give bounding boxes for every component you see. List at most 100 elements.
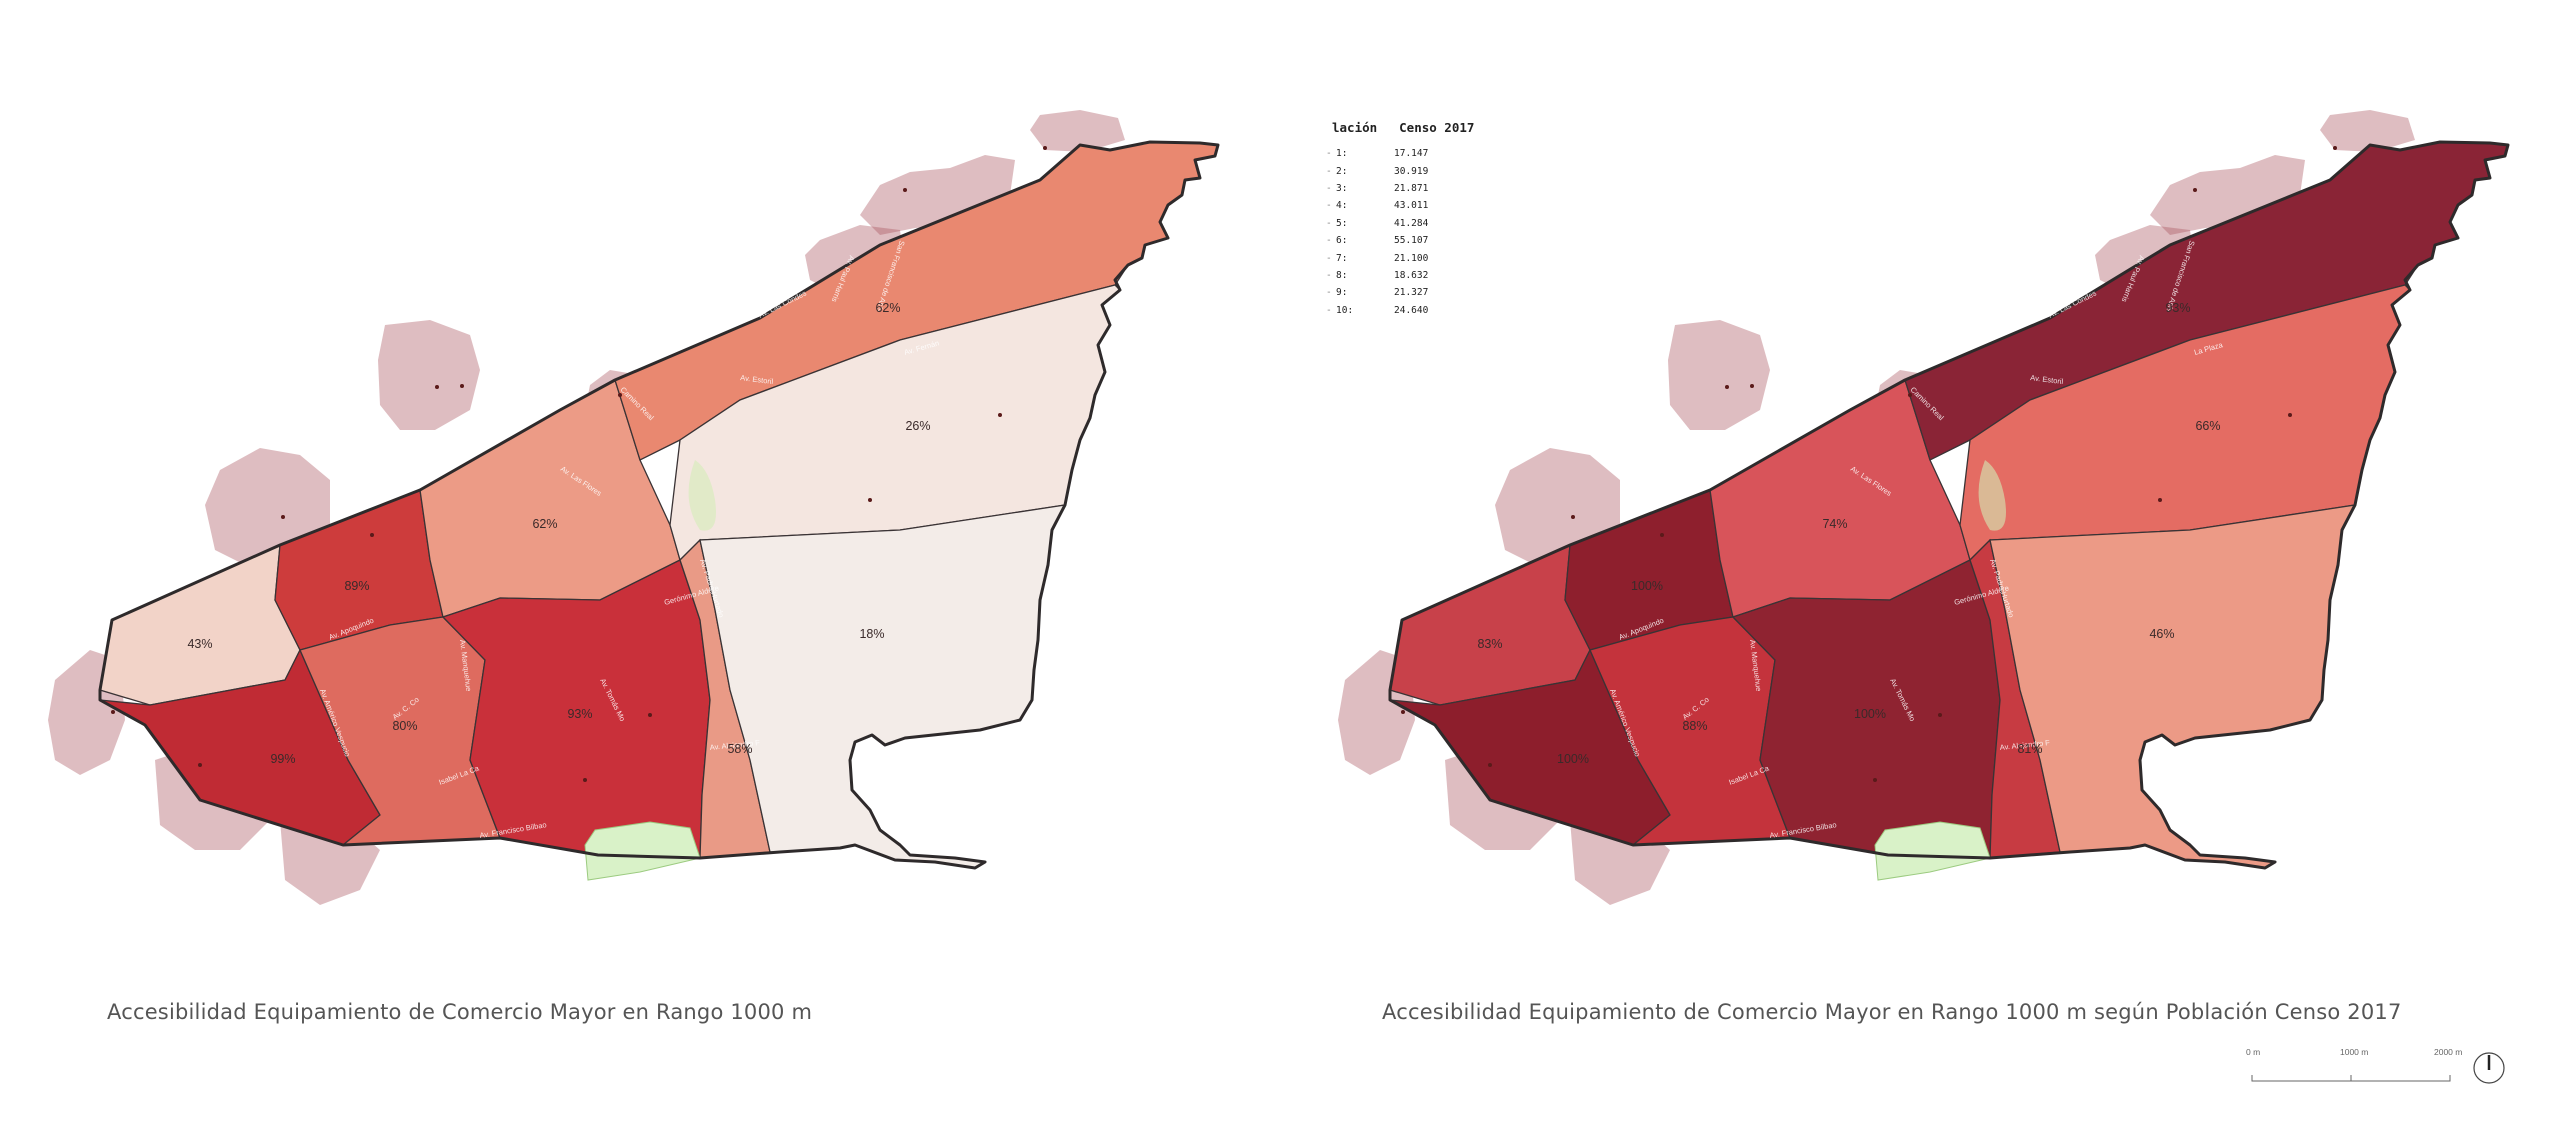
right-map-caption: Accesibilidad Equipamiento de Comercio M… — [1382, 1000, 2402, 1024]
legend-row: -7: 21.100 — [1326, 249, 1474, 266]
legend-row: -10: 24.640 — [1326, 302, 1474, 319]
legend-header-left: lación — [1332, 120, 1378, 135]
street-label: Av. Vitacura — [1759, 416, 1800, 432]
facility-point — [1043, 146, 1047, 150]
facility-point — [1873, 778, 1877, 782]
legend-row-label: 8: — [1336, 269, 1348, 281]
facility-points — [111, 146, 1047, 782]
facility-point — [2158, 498, 2162, 502]
scale-bar: 0 m 1000 m 2000 m — [2232, 1047, 2462, 1087]
legend-row-value: 43.011 — [1394, 200, 1429, 212]
legend-row: -6: 55.107 — [1326, 232, 1474, 249]
facility-point — [1908, 393, 1912, 397]
legend-row-value: 21.100 — [1394, 252, 1429, 264]
legend-row-value: 18.632 — [1394, 269, 1429, 281]
facility-point — [281, 515, 285, 519]
legend-rows: -1: 17.147-2: 30.919-3: 21.871-4: 43.011-5: 4… — [1326, 145, 1474, 319]
legend-row-value: 21.871 — [1394, 182, 1429, 194]
scale-bar-line — [2251, 1075, 2451, 1082]
zone-z1 — [1389, 543, 1591, 706]
zone-percentage-label: 100% — [1557, 752, 1589, 766]
facility-point — [370, 533, 374, 537]
facility-point — [583, 778, 587, 782]
zone-percentage-label: 62% — [532, 517, 557, 531]
population-legend: lación Censo 2017 -1: 17.147-2: 30.919-3: 2… — [1326, 120, 1474, 319]
street-label: Av. Estoril — [740, 373, 774, 386]
facility-point — [1750, 384, 1754, 388]
north-arrow-icon — [2473, 1052, 2505, 1084]
buffer-area — [1030, 110, 1125, 152]
legend-row-value: 17.147 — [1394, 148, 1429, 160]
legend-row-label: 5: — [1336, 217, 1348, 229]
facility-point — [648, 713, 652, 717]
zone-percentage-label: 100% — [1631, 579, 1663, 593]
legend-row: -2: 30.919 — [1326, 162, 1474, 179]
buffer-area — [378, 320, 480, 430]
scale-label-2000: 2000 m — [2434, 1047, 2463, 1057]
facility-point — [198, 763, 202, 767]
park-area — [688, 460, 716, 531]
legend-row-dash: - — [1326, 148, 1332, 160]
legend-row-dash: - — [1326, 235, 1332, 247]
facility-point — [1725, 385, 1729, 389]
zone-percentage-label: 93% — [2165, 301, 2190, 315]
street-label: Av. Estoril — [2030, 373, 2064, 386]
facility-point — [111, 710, 115, 714]
legend-row: -1: 17.147 — [1326, 145, 1474, 162]
legend-row-dash: - — [1326, 182, 1332, 194]
zones — [1389, 141, 2509, 869]
comuna-outline — [98, 140, 1220, 870]
facility-point — [1401, 710, 1405, 714]
legend-row: -5: 41.284 — [1326, 215, 1474, 232]
legend-row: -8: 18.632 — [1326, 267, 1474, 284]
legend-row-value: 41.284 — [1394, 217, 1429, 229]
street-label-path: Av. Estoril — [740, 373, 774, 386]
facility-points — [1401, 146, 2337, 782]
facility-point — [618, 393, 622, 397]
street-label: Av. Vitacura — [469, 416, 510, 432]
comuna-outline — [1388, 140, 2510, 870]
facility-point — [435, 385, 439, 389]
legend-row-label: 4: — [1336, 200, 1348, 212]
legend-row-label: 6: — [1336, 235, 1348, 247]
zone-percentage-label: 66% — [2195, 419, 2220, 433]
legend-row-dash: - — [1326, 269, 1332, 281]
street-label-path: Av. Vitacura — [1759, 416, 1800, 432]
zone-labels: 43% 89% 62% 62% 26% 99% 80% 93% 58% 18% — [187, 301, 930, 766]
facility-point — [903, 188, 907, 192]
zone-percentage-label: 93% — [567, 707, 592, 721]
legend-row-dash: - — [1326, 304, 1332, 316]
legend-row-dash: - — [1326, 217, 1332, 229]
park-area — [1874, 821, 1991, 881]
zone-percentage-label: 58% — [727, 742, 752, 756]
legend-row-label: 7: — [1336, 252, 1348, 264]
park-area — [584, 821, 701, 881]
legend-row-dash: - — [1326, 252, 1332, 264]
scale-label-0: 0 m — [2246, 1047, 2261, 1057]
scale-label-1000: 1000 m — [2340, 1047, 2369, 1057]
legend-row-dash: - — [1326, 165, 1332, 177]
facility-point — [1660, 533, 1664, 537]
zone-percentage-label: 89% — [344, 579, 369, 593]
zone-percentage-label: 43% — [187, 637, 212, 651]
facility-point — [2288, 413, 2292, 417]
zone-percentage-label: 46% — [2149, 627, 2174, 641]
park-area — [1978, 460, 2006, 531]
legend-row-label: 10: — [1336, 304, 1354, 316]
zone-percentage-label: 81% — [2017, 742, 2042, 756]
legend-row-label: 2: — [1336, 165, 1348, 177]
facility-point — [1488, 763, 1492, 767]
zone-percentage-label: 62% — [875, 301, 900, 315]
buffer-area — [1668, 320, 1770, 430]
legend-row-value: 30.919 — [1394, 165, 1429, 177]
facility-point — [1571, 515, 1575, 519]
zone-percentage-label: 26% — [905, 419, 930, 433]
legend-header: lación Censo 2017 — [1332, 120, 1474, 135]
legend-row: -3: 21.871 — [1326, 180, 1474, 197]
facility-point — [1938, 713, 1942, 717]
zone-percentage-label: 80% — [392, 719, 417, 733]
buffer-area — [2320, 110, 2415, 152]
zone-percentage-label: 18% — [859, 627, 884, 641]
left-map-caption: Accesibilidad Equipamiento de Comercio M… — [107, 1000, 813, 1024]
